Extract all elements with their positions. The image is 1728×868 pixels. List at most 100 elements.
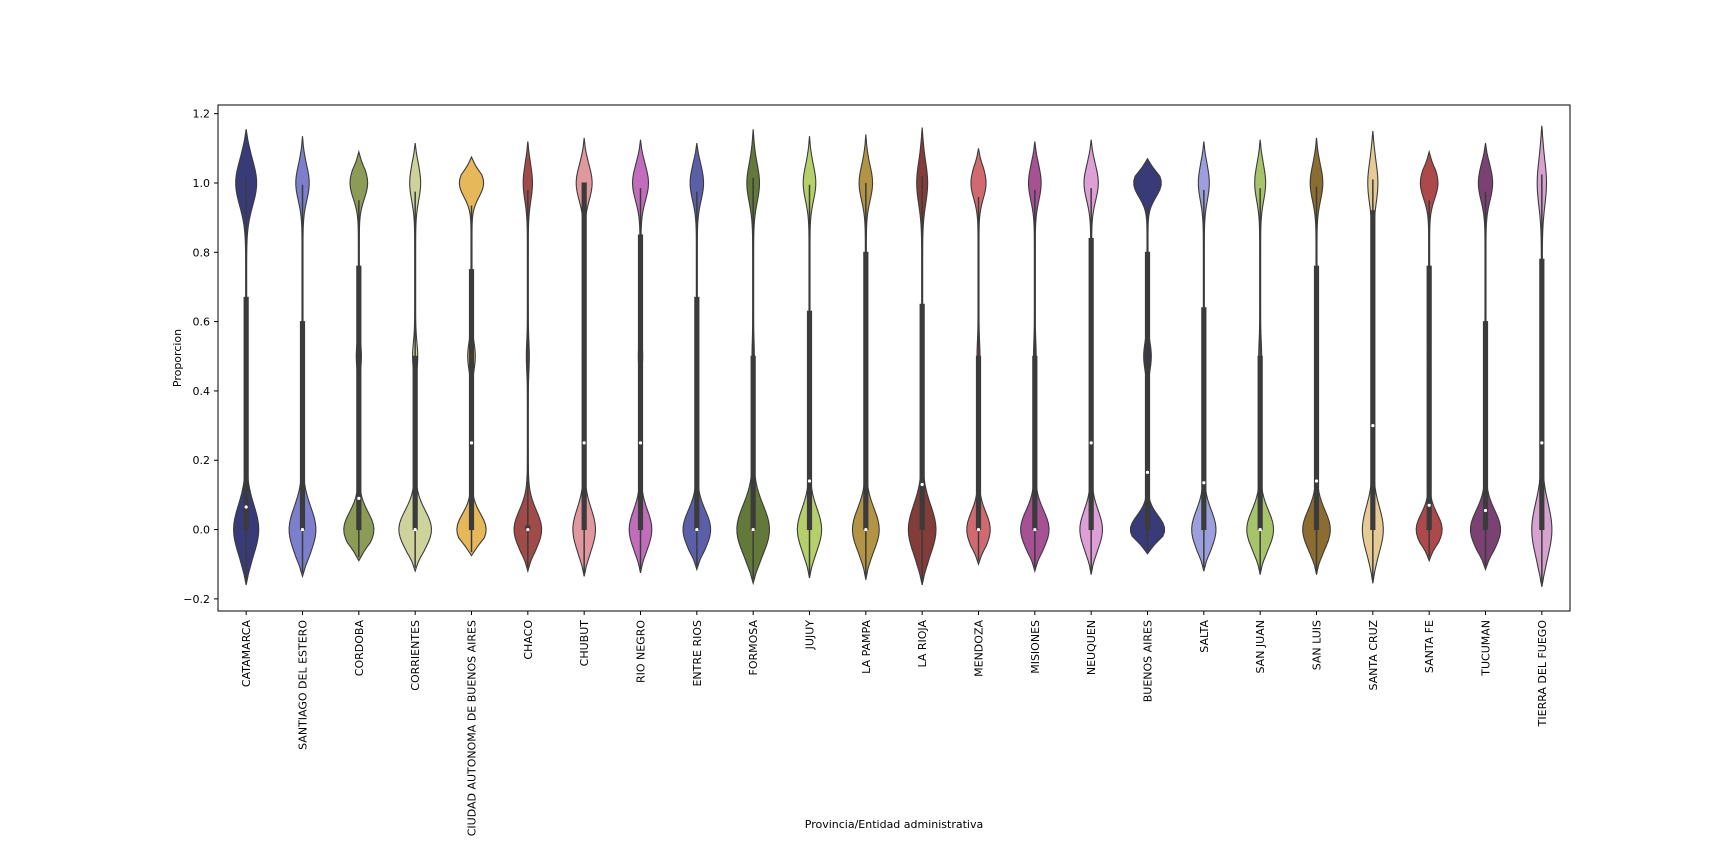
x-tick-label: JUJUY — [804, 620, 817, 651]
x-tick-label: CATAMARCA — [240, 620, 253, 688]
violin-iqr-box — [919, 303, 925, 531]
violin-iqr-box — [1144, 251, 1151, 531]
violin-iqr-box — [1426, 265, 1432, 531]
x-tick-label: MISIONES — [1029, 620, 1042, 674]
violin-iqr-box — [694, 296, 700, 531]
violin-median — [1145, 470, 1150, 474]
violin-iqr-box — [1257, 355, 1263, 531]
violin-group — [907, 127, 937, 586]
violin-iqr-box — [637, 234, 644, 531]
x-tick-label: SANTA CRUZ — [1367, 620, 1380, 691]
violin-median — [1202, 481, 1206, 485]
y-tick-label: 1.0 — [193, 177, 211, 190]
x-tick-label: CHUBUT — [578, 620, 591, 667]
violin-iqr-box — [412, 355, 418, 531]
violin-median — [1089, 441, 1093, 445]
violin-iqr-box — [1032, 355, 1038, 531]
x-tick-label: TIERRA DEL FUEGO — [1536, 620, 1549, 728]
x-axis: CATAMARCA SANTIAGO DEL ESTERO CORDOBA CORRI… — [240, 611, 1549, 836]
x-tick-label: MENDOZA — [973, 620, 986, 677]
violin-median — [244, 505, 248, 509]
violin-group — [682, 143, 712, 572]
y-axis: −0.2 0.0 0.2 0.4 0.6 0.8 1.0 1.2 — [183, 108, 218, 606]
violin-group — [1079, 139, 1104, 575]
violin-group — [572, 137, 597, 577]
x-tick-label: LA RIOJA — [916, 620, 929, 668]
violin-median — [807, 479, 812, 483]
violin-iqr-box — [1201, 307, 1207, 531]
violin-group — [1361, 130, 1384, 584]
x-tick-label: BUENOS AIRES — [1142, 620, 1155, 702]
violin-group — [1129, 157, 1166, 555]
violin-group — [288, 136, 317, 579]
x-tick-label: SANTIAGO DEL ESTERO — [297, 620, 310, 750]
violin-iqr-box — [525, 525, 531, 531]
x-tick-label: CORRIENTES — [409, 620, 422, 691]
violin-group — [1415, 149, 1443, 563]
violin-median — [976, 527, 981, 532]
violin-median — [751, 527, 755, 532]
x-tick-label: CORDOBA — [353, 620, 366, 677]
violin-group — [1191, 141, 1217, 572]
x-tick-label: CHACO — [522, 620, 535, 660]
x-tick-label: TUCUMAN — [1480, 620, 1493, 677]
violin-median — [526, 527, 530, 532]
violin-median — [695, 527, 699, 532]
violin-median — [920, 482, 924, 487]
x-tick-label: SAN JUAN — [1254, 620, 1267, 674]
plot-frame — [217, 104, 1571, 612]
violin-group — [456, 155, 487, 557]
x-tick-label: ENTRE RIOS — [691, 620, 704, 687]
violin-median — [1427, 503, 1431, 507]
violin-median — [1371, 423, 1375, 428]
x-tick-label: SALTA — [1198, 620, 1211, 653]
violin-group — [233, 129, 260, 586]
x-axis-title: Provincia/Entidad administrativa — [805, 818, 983, 831]
violin-median — [300, 527, 305, 532]
x-tick-label: LA PAMPA — [860, 620, 873, 674]
violin-group — [736, 129, 771, 586]
x-tick-label: SANTA FE — [1423, 620, 1436, 673]
violin-iqr-box — [806, 310, 813, 531]
violin-median — [1033, 527, 1037, 532]
violin-median — [1540, 441, 1544, 445]
violin-group — [1531, 125, 1553, 587]
violin-group — [513, 141, 543, 574]
y-tick-label: −0.2 — [183, 593, 210, 606]
x-tick-label: RIO NEGRO — [635, 620, 648, 683]
violin-iqr-box — [356, 265, 362, 531]
violin-median — [1258, 527, 1262, 532]
violin-group — [1246, 139, 1275, 575]
violin-iqr-box — [581, 182, 587, 531]
x-tick-label: SAN LUIS — [1311, 620, 1324, 670]
violins-layer — [233, 125, 1553, 587]
violin-median — [413, 527, 417, 532]
y-tick-label: 0.2 — [193, 454, 211, 467]
y-tick-label: 0.6 — [193, 316, 211, 329]
violin-median — [357, 496, 361, 500]
x-tick-label: NEUQUEN — [1085, 620, 1098, 675]
y-axis-title: Proporcion — [171, 329, 184, 387]
violin-iqr-box — [863, 251, 869, 531]
violin-iqr-box — [750, 355, 756, 531]
violin-iqr-box — [299, 321, 306, 531]
violin-group — [796, 136, 823, 579]
y-tick-label: 0.4 — [193, 385, 211, 398]
violin-median — [469, 441, 474, 445]
violin-iqr-box — [1088, 237, 1094, 531]
violin-group — [1469, 143, 1502, 572]
violin-iqr-box — [1370, 210, 1376, 531]
violin-group — [1302, 137, 1331, 575]
violin-group — [398, 143, 433, 573]
y-tick-label: 0.8 — [193, 246, 211, 259]
x-tick-label: FORMOSA — [747, 620, 760, 676]
x-tick-label: CIUDAD AUTONOMA DE BUENOS AIRES — [466, 620, 479, 836]
y-tick-label: 1.2 — [193, 108, 211, 121]
violin-iqr-box — [1539, 258, 1545, 531]
violin-iqr-box — [1482, 321, 1489, 531]
y-tick-label: 0.0 — [193, 524, 211, 537]
violin-iqr-box — [243, 296, 249, 531]
violin-iqr-box — [468, 269, 475, 531]
